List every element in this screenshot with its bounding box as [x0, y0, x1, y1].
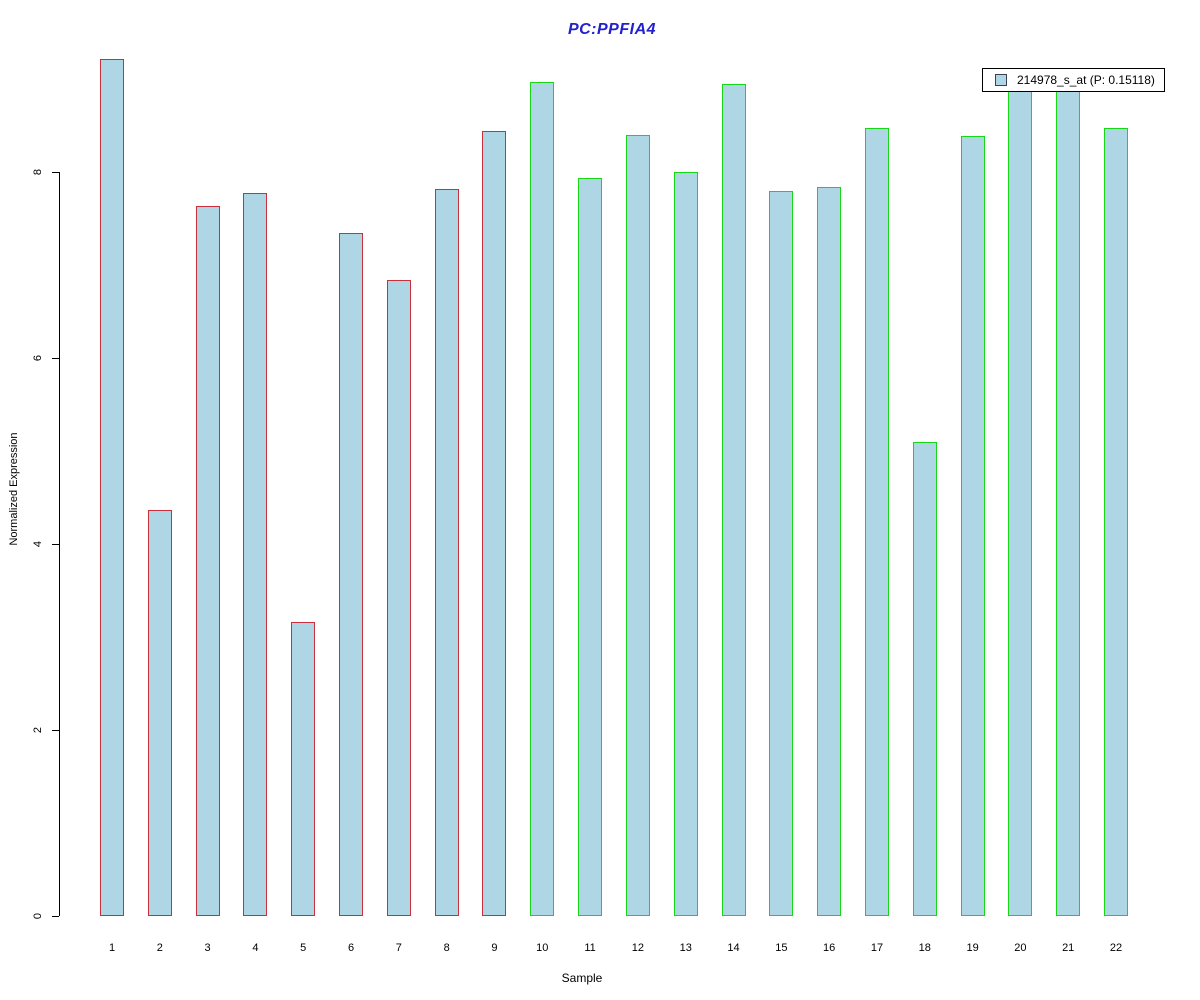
page-title: PC:PPFIA4: [567, 21, 657, 38]
x-tick-label: 3: [204, 942, 211, 954]
y-tick-label: 6: [32, 354, 44, 362]
bar-sample-18: [912, 441, 937, 916]
x-tick-label: 12: [631, 942, 645, 954]
bar-sample-21: [1056, 83, 1081, 916]
x-tick-label: 20: [1014, 942, 1027, 954]
bar-sample-17: [864, 128, 889, 916]
x-tick-label: 16: [823, 942, 836, 954]
y-tick-label: 2: [32, 726, 44, 734]
bar-sample-19: [960, 135, 985, 916]
x-tick-label: 19: [966, 942, 979, 954]
legend-label: 214978_s_at (P: 0.15118): [1017, 73, 1155, 87]
bar-sample-20: [1008, 83, 1033, 916]
y-tick-label: 8: [32, 168, 44, 176]
bar-sample-12: [625, 134, 650, 916]
y-tick-mark: [52, 172, 59, 173]
bar-sample-7: [386, 279, 411, 916]
y-tick-label: 0: [32, 912, 44, 920]
legend-swatch-icon: [995, 74, 1007, 86]
bar-sample-10: [530, 81, 555, 916]
x-tick-label: 22: [1109, 942, 1123, 954]
bar-sample-1: [100, 58, 124, 916]
x-tick-label: 21: [1062, 942, 1075, 954]
bar-sample-16: [817, 186, 842, 916]
x-tick-label: 1: [108, 942, 116, 954]
x-tick-label: 5: [300, 942, 307, 954]
y-tick-mark: [52, 544, 59, 545]
bar-sample-13: [673, 172, 698, 916]
bar-sample-8: [434, 188, 459, 916]
bar-sample-11: [578, 177, 603, 916]
y-tick-mark: [52, 730, 59, 731]
bar-sample-5: [291, 622, 316, 916]
bar-sample-22: [1104, 128, 1128, 916]
x-tick-label: 18: [918, 942, 931, 954]
x-tick-label: 11: [584, 942, 596, 954]
y-axis-title: Normalized Expression: [8, 432, 20, 546]
bar-sample-6: [339, 233, 364, 916]
x-tick-label: 2: [156, 942, 163, 954]
bar-sample-3: [195, 206, 220, 916]
legend: 214978_s_at (P: 0.15118): [982, 68, 1165, 92]
x-axis-title: Sample: [561, 971, 603, 985]
x-tick-label: 17: [870, 942, 884, 954]
x-tick-label: 15: [775, 942, 788, 954]
y-axis-line: [59, 172, 60, 916]
y-tick-label: 4: [32, 540, 44, 548]
bar-sample-4: [243, 193, 268, 916]
x-tick-label: 4: [252, 942, 259, 954]
y-tick-mark: [52, 358, 59, 359]
x-tick-label: 7: [395, 942, 402, 954]
y-tick-mark: [52, 916, 59, 917]
bar-sample-15: [769, 190, 794, 916]
x-tick-label: 6: [347, 942, 355, 954]
x-tick-label: 10: [536, 942, 549, 954]
x-tick-label: 9: [491, 942, 498, 954]
bar-sample-9: [482, 131, 507, 916]
bar-sample-2: [147, 509, 172, 916]
bar-sample-14: [721, 83, 746, 916]
x-tick-label: 8: [443, 942, 450, 954]
x-tick-label: 13: [679, 942, 692, 954]
x-tick-label: 14: [727, 942, 740, 954]
